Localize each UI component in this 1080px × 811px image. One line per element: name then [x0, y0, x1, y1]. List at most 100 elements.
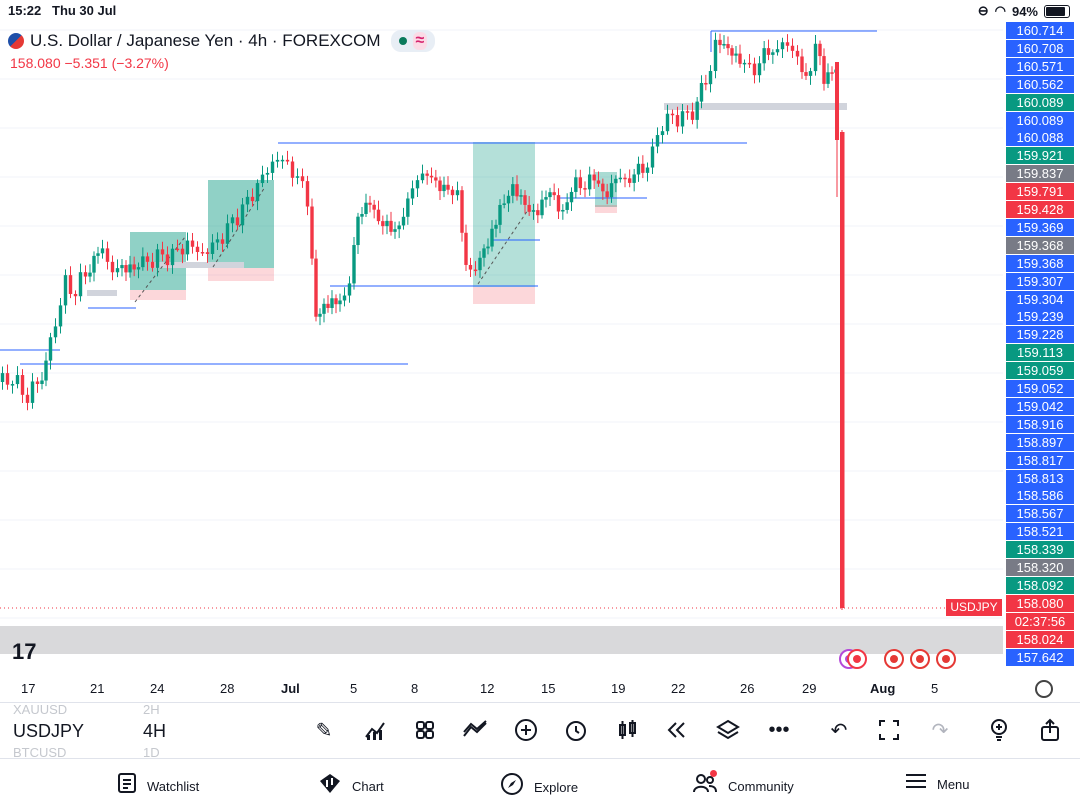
change-value: −5.351 (−3.27%)	[64, 55, 169, 71]
nav-menu[interactable]: Menu	[905, 772, 970, 796]
candle-body	[368, 202, 372, 205]
candle-body	[742, 62, 747, 65]
nav-chart[interactable]: Chart	[318, 772, 384, 800]
candle-body	[230, 217, 235, 224]
compare-icon[interactable]	[462, 717, 488, 743]
candle-body	[494, 224, 498, 229]
candle-body	[393, 229, 397, 232]
time-axis-label: 17	[21, 681, 36, 696]
price-axis-label: 160.571	[1006, 57, 1074, 75]
indicators-icon[interactable]	[362, 717, 388, 743]
candle-body	[92, 255, 96, 273]
prev-symbol[interactable]: XAUUSD	[13, 702, 68, 717]
symbol-header[interactable]: U.S. Dollar / Japanese Yen · 4h · FOREXC…	[8, 30, 436, 52]
candle-body	[502, 203, 506, 205]
candle-body	[290, 161, 295, 178]
alert-icon[interactable]	[563, 717, 589, 743]
price-axis-label: 159.307	[1006, 272, 1074, 290]
candle-body	[180, 248, 185, 255]
chart-settings-icon[interactable]	[1035, 680, 1053, 698]
candle-body	[685, 111, 690, 113]
candle-body	[389, 220, 393, 232]
usd-jpy-flag-icon	[8, 33, 24, 49]
pen-icon[interactable]: ✎	[315, 719, 333, 742]
candle-body	[730, 48, 734, 56]
share-icon[interactable]	[1037, 717, 1063, 743]
price-axis-label: 159.368	[1006, 236, 1074, 254]
candle-body	[840, 132, 845, 608]
price-chart[interactable]: 17	[0, 22, 1003, 676]
candle-body	[645, 167, 650, 173]
nav-explore[interactable]: Explore	[500, 772, 578, 802]
candle-body	[175, 248, 180, 251]
chart-canvas[interactable]: 17	[0, 22, 1003, 676]
gray-zone	[87, 290, 117, 296]
candle-body	[775, 49, 780, 53]
layouts-icon[interactable]	[412, 717, 438, 743]
explore-icon	[500, 772, 524, 802]
price-axis-label: 160.088	[1006, 129, 1074, 147]
price-axis-label: 158.586	[1006, 487, 1074, 505]
candle-body	[372, 204, 376, 210]
price-axis-label: 159.921	[1006, 147, 1074, 165]
candle-body	[83, 272, 88, 277]
prev-timeframe[interactable]: 2H	[143, 702, 160, 717]
candle-body	[655, 135, 660, 147]
candle-body	[515, 184, 519, 197]
candle-body	[215, 239, 220, 243]
redo-icon[interactable]: ↷	[931, 719, 949, 742]
candle-body	[30, 381, 35, 403]
price-axis[interactable]: 160.714 160.708 160.571 160.562 160.089 160.0…	[1004, 22, 1080, 676]
layers-icon[interactable]	[715, 717, 741, 743]
time-axis-label: 5	[350, 681, 358, 696]
candle-body	[486, 246, 490, 249]
candle-body	[450, 189, 455, 196]
position-zone	[208, 268, 274, 281]
next-symbol[interactable]: BTCUSD	[13, 745, 67, 760]
market-status-pill[interactable]: ≈	[390, 30, 436, 52]
candle-body	[695, 101, 699, 120]
candle-body	[385, 220, 389, 227]
candle-body	[468, 264, 473, 270]
symbol-title[interactable]: U.S. Dollar / Japanese Yen · 4h · FOREXC…	[30, 31, 381, 50]
replay-icon[interactable]	[664, 717, 690, 743]
candle-body	[132, 264, 136, 270]
gray-zone	[150, 262, 244, 268]
candle-body	[415, 180, 420, 189]
nav-community[interactable]: Community	[692, 770, 794, 800]
battery-fill	[1046, 6, 1065, 16]
clock: 15:22	[8, 3, 42, 18]
candle-body	[540, 199, 544, 216]
idea-icon[interactable]	[986, 717, 1012, 743]
candle-body	[58, 305, 63, 327]
add-icon[interactable]	[513, 717, 539, 743]
timeframe-selector[interactable]: 4H	[143, 721, 167, 741]
candle-body	[614, 178, 618, 184]
candle-body	[240, 204, 245, 226]
time-axis-label: Jul	[281, 681, 300, 696]
candle-body	[326, 303, 330, 308]
candle-body	[280, 159, 285, 162]
time-axis-label: 21	[90, 681, 105, 696]
more-icon[interactable]: •••	[768, 718, 790, 741]
time-axis[interactable]: 17 21 24 28 Jul 5 8 12 15 19 22 26 29 Aug 5	[0, 676, 1080, 700]
next-timeframe[interactable]: 1D	[143, 745, 160, 760]
candle-body	[25, 394, 30, 403]
candle-body	[752, 63, 757, 76]
symbol-selector[interactable]: USDJPY	[13, 721, 85, 741]
price-axis-label: 159.368	[1006, 254, 1074, 272]
candle-type-icon[interactable]	[615, 717, 641, 743]
candle-body	[330, 298, 334, 308]
nav-label: Chart	[352, 778, 384, 794]
nav-watchlist[interactable]: Watchlist	[117, 772, 199, 800]
undo-icon[interactable]: ↶	[830, 719, 848, 742]
price-axis-label: 158.817	[1006, 451, 1074, 469]
candle-body	[100, 248, 105, 254]
price-axis-label: 158.916	[1006, 415, 1074, 433]
fullscreen-icon[interactable]	[876, 717, 902, 743]
candle-body	[826, 72, 830, 84]
candle-body	[813, 43, 818, 72]
candle-body	[446, 184, 450, 190]
candle-body	[160, 249, 165, 255]
candle-body	[766, 48, 771, 55]
